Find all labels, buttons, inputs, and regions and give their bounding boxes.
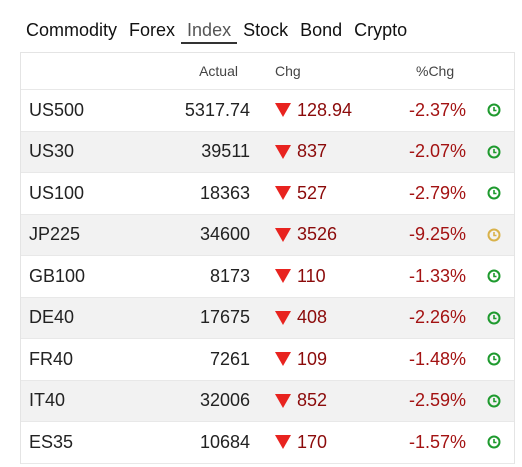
change-value: 837 bbox=[297, 141, 328, 162]
down-arrow bbox=[275, 186, 291, 201]
tab[interactable]: Commodity bbox=[26, 20, 118, 40]
row[interactable]: US30 39511 837 -2.07% bbox=[21, 131, 514, 173]
percent-change: -1.48% bbox=[408, 348, 466, 369]
tab[interactable]: Stock bbox=[243, 20, 289, 40]
percent-change: -2.07% bbox=[408, 141, 466, 162]
change-value: 408 bbox=[297, 307, 328, 328]
row[interactable]: FR40 7261 109 -1.48% bbox=[21, 339, 514, 381]
quote-table: Actual Chg %Chg US500 5317.74 128.94 -2.37%… bbox=[20, 52, 515, 464]
change-value: 109 bbox=[297, 348, 328, 369]
actual-value: 8173 bbox=[209, 265, 250, 286]
change-cell: 3526 bbox=[275, 215, 337, 256]
row[interactable]: GB100 8173 110 -1.33% bbox=[21, 256, 514, 298]
percent-change: -1.57% bbox=[408, 431, 466, 452]
row[interactable]: JP225 34600 3526 -9.25% bbox=[21, 214, 514, 256]
instrument-name: JP225 bbox=[29, 224, 81, 245]
clock-cell bbox=[487, 132, 501, 173]
tab-bar: Commodity Forex Index Stock Bond Crypto bbox=[20, 14, 413, 52]
market-clock bbox=[487, 269, 501, 283]
down-arrow bbox=[275, 393, 291, 408]
percent-change: -9.25% bbox=[408, 224, 466, 245]
change-cell: 128.94 bbox=[275, 90, 352, 131]
change-value: 110 bbox=[297, 265, 326, 286]
down-arrow bbox=[275, 103, 291, 118]
down-arrow bbox=[275, 269, 291, 284]
change-cell: 109 bbox=[275, 339, 327, 380]
clock-cell bbox=[487, 215, 501, 256]
tab[interactable]: Index bbox=[181, 14, 238, 44]
tab[interactable]: Crypto bbox=[354, 20, 408, 40]
market-clock bbox=[487, 394, 501, 408]
market-clock bbox=[487, 435, 501, 449]
actual-value: 32006 bbox=[199, 390, 250, 411]
clock-cell bbox=[487, 381, 501, 422]
percent-change: -2.37% bbox=[408, 99, 466, 120]
clock-cell bbox=[487, 298, 501, 339]
change-value: 3526 bbox=[297, 224, 338, 245]
actual-value: 5317.74 bbox=[184, 99, 250, 120]
change-cell: 837 bbox=[275, 132, 327, 173]
row[interactable]: DE40 17675 408 -2.26% bbox=[21, 297, 514, 339]
market-clock bbox=[487, 186, 501, 200]
down-arrow bbox=[275, 435, 291, 450]
change-cell: 408 bbox=[275, 298, 327, 339]
actual-value: 10684 bbox=[199, 431, 250, 452]
tab[interactable]: Bond bbox=[300, 20, 343, 40]
market-clock bbox=[487, 145, 501, 159]
row[interactable]: US100 18363 527 -2.79% bbox=[21, 173, 514, 215]
percent-change: -1.33% bbox=[408, 265, 466, 286]
actual-value: 7261 bbox=[209, 348, 250, 369]
instrument-name: US500 bbox=[29, 99, 85, 120]
instrument-name: DE40 bbox=[29, 307, 75, 328]
market-clock bbox=[487, 352, 501, 366]
change-value: 527 bbox=[297, 182, 328, 203]
instrument-name: GB100 bbox=[29, 265, 86, 286]
down-arrow bbox=[275, 352, 291, 367]
clock-cell bbox=[487, 90, 501, 131]
change-value: 128.94 bbox=[297, 99, 353, 120]
down-arrow bbox=[275, 227, 291, 242]
down-arrow bbox=[275, 310, 291, 325]
column-header: %Chg bbox=[416, 63, 455, 79]
instrument-name: US30 bbox=[29, 141, 75, 162]
change-value: 170 bbox=[297, 431, 328, 452]
instrument-name: IT40 bbox=[29, 390, 66, 411]
row[interactable]: IT40 32006 852 -2.59% bbox=[21, 380, 514, 422]
actual-value: 39511 bbox=[201, 141, 250, 162]
down-arrow bbox=[275, 144, 291, 159]
change-cell: 527 bbox=[275, 173, 327, 214]
market-clock bbox=[487, 103, 501, 117]
percent-change: -2.79% bbox=[408, 182, 466, 203]
change-cell: 852 bbox=[275, 381, 327, 422]
instrument-name: US100 bbox=[29, 182, 85, 203]
tab[interactable]: Forex bbox=[129, 20, 176, 40]
change-cell: 170 bbox=[275, 422, 327, 463]
actual-value: 34600 bbox=[199, 224, 250, 245]
percent-change: -2.59% bbox=[408, 390, 466, 411]
row[interactable]: ES35 10684 170 -1.57% bbox=[21, 422, 514, 464]
clock-cell bbox=[487, 339, 501, 380]
column-header: Chg bbox=[275, 63, 301, 79]
header-row: Actual Chg %Chg bbox=[21, 53, 514, 90]
clock-cell bbox=[487, 173, 501, 214]
change-cell: 110 bbox=[275, 256, 326, 297]
change-value: 852 bbox=[297, 390, 328, 411]
column-header: Actual bbox=[199, 63, 238, 79]
row[interactable]: US500 5317.74 128.94 -2.37% bbox=[21, 90, 514, 132]
actual-value: 17675 bbox=[199, 307, 250, 328]
instrument-name: FR40 bbox=[29, 348, 74, 369]
instrument-name: ES35 bbox=[29, 431, 74, 452]
actual-value: 18363 bbox=[199, 182, 250, 203]
clock-cell bbox=[487, 256, 501, 297]
market-clock bbox=[487, 228, 501, 242]
clock-cell bbox=[487, 422, 501, 463]
market-clock bbox=[487, 311, 501, 325]
percent-change: -2.26% bbox=[408, 307, 466, 328]
